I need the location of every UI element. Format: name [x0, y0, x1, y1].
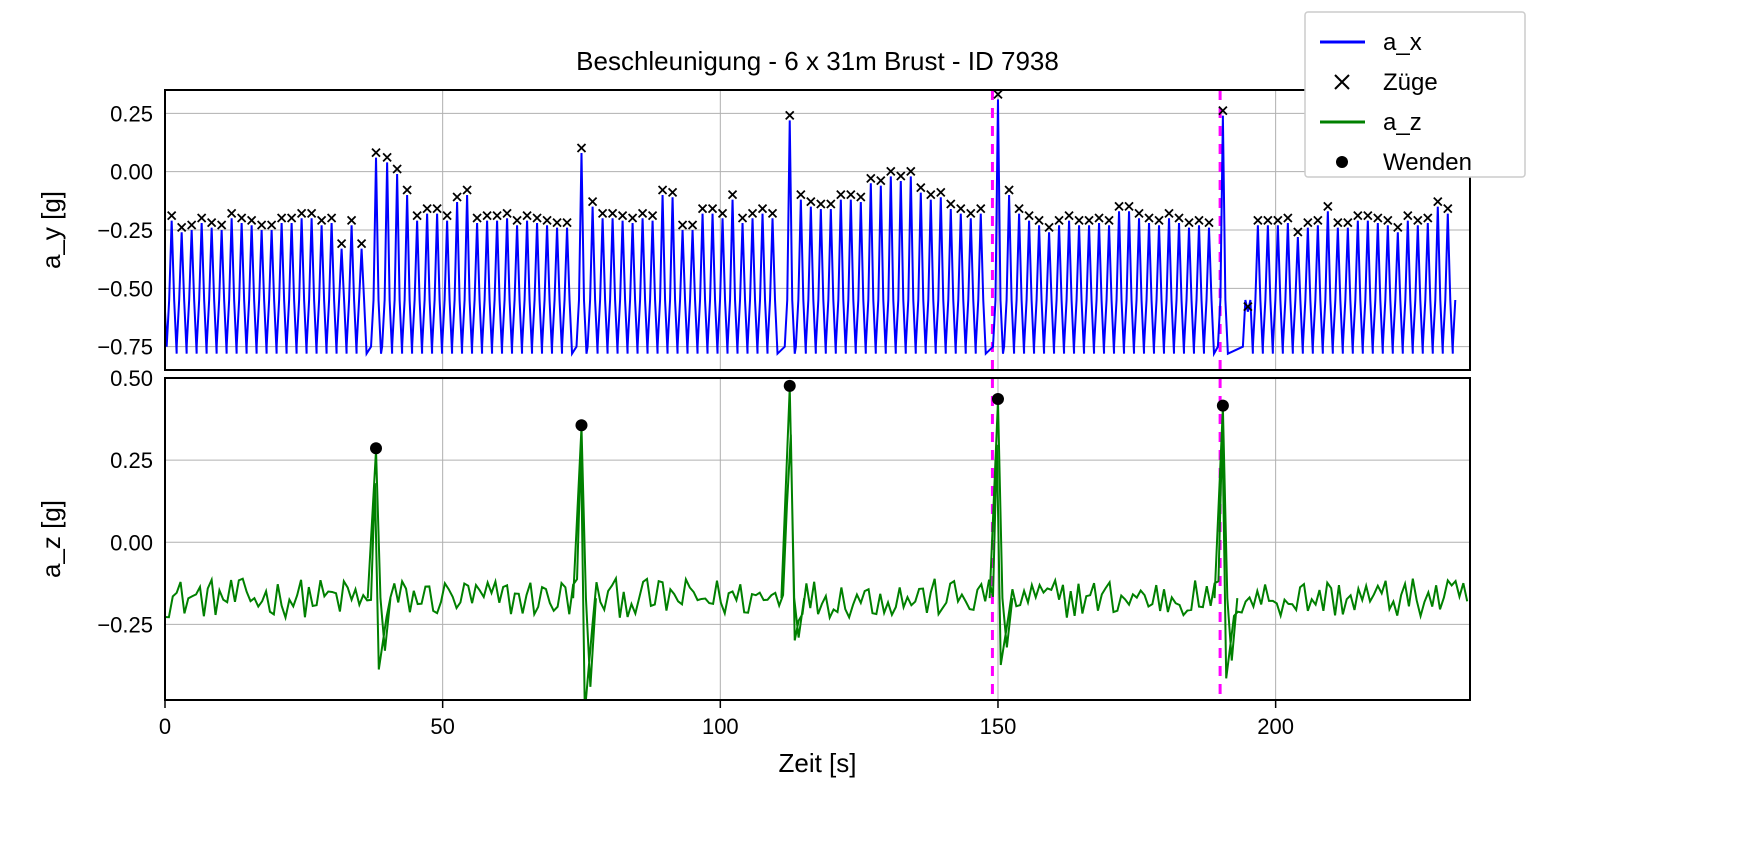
ytick-label: −0.75	[97, 335, 153, 360]
xtick-label: 0	[159, 714, 171, 739]
chart-title: Beschleunigung - 6 x 31m Brust - ID 7938	[576, 46, 1059, 76]
panel-border	[165, 378, 1470, 700]
panel-border	[165, 378, 1470, 700]
ytick-label: −0.25	[97, 612, 153, 637]
chart-svg: Beschleunigung - 6 x 31m Brust - ID 7938…	[0, 0, 1758, 841]
wenden-marker	[784, 380, 796, 392]
legend-swatch-o	[1336, 156, 1348, 168]
legend-label: Züge	[1383, 69, 1438, 96]
ytick-label: −0.25	[97, 218, 153, 243]
ylabel-bottom: a_z [g]	[36, 500, 66, 578]
xlabel: Zeit [s]	[778, 748, 856, 778]
legend-label: a_z	[1383, 109, 1422, 136]
ytick-label: −0.50	[97, 276, 153, 301]
figure: Beschleunigung - 6 x 31m Brust - ID 7938…	[0, 0, 1758, 841]
ytick-label: 0.25	[110, 101, 153, 126]
legend-label: a_x	[1383, 29, 1422, 56]
ytick-label: 0.25	[110, 448, 153, 473]
wenden-marker	[1217, 400, 1229, 412]
ylabel-top: a_y [g]	[36, 191, 66, 269]
wenden-marker	[370, 442, 382, 454]
xtick-label: 50	[430, 714, 454, 739]
ax-line	[165, 99, 1455, 353]
xtick-label: 100	[702, 714, 739, 739]
az-line	[165, 388, 1467, 712]
xtick-label: 200	[1257, 714, 1294, 739]
xtick-label: 150	[980, 714, 1017, 739]
wenden-marker	[992, 393, 1004, 405]
ytick-label: 0.00	[110, 530, 153, 555]
wenden-marker	[575, 419, 587, 431]
legend-label: Wenden	[1383, 149, 1472, 176]
ytick-label: 0.00	[110, 160, 153, 185]
ytick-label: 0.50	[110, 366, 153, 391]
